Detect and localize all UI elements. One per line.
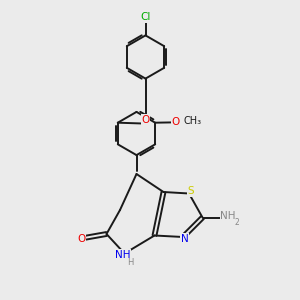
Text: 2: 2 xyxy=(234,218,239,227)
Text: NH: NH xyxy=(220,211,236,221)
Text: Cl: Cl xyxy=(140,12,151,22)
Text: O: O xyxy=(141,115,150,125)
Text: NH: NH xyxy=(115,250,131,260)
Text: N: N xyxy=(181,233,188,244)
Text: CH₃: CH₃ xyxy=(184,116,202,126)
Text: S: S xyxy=(187,186,194,196)
Text: O: O xyxy=(77,233,85,244)
Text: H: H xyxy=(127,258,134,267)
Text: O: O xyxy=(171,117,180,128)
